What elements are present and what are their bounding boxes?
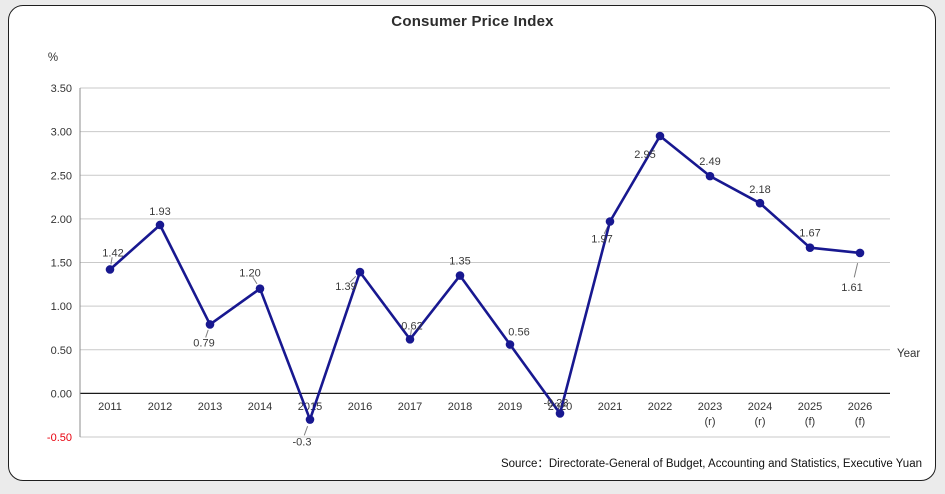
y-tick-label: 1.00 <box>51 301 72 313</box>
data-point-2025 <box>805 243 815 252</box>
data-label-2019: 0.56 <box>508 327 529 339</box>
x-tick-label: 2025 <box>798 401 822 413</box>
x-tick-note: (f) <box>855 416 865 428</box>
chart-card <box>8 5 936 481</box>
data-point-2018 <box>455 271 465 280</box>
x-tick-label: 2013 <box>198 401 222 413</box>
x-tick-label: 2026 <box>848 401 872 413</box>
data-label-2011: 1.42 <box>102 247 123 259</box>
data-point-2015 <box>305 415 315 424</box>
data-point-2024 <box>755 198 765 208</box>
data-label-2017: 0.62 <box>401 320 422 332</box>
x-tick-label: 2011 <box>98 401 122 413</box>
x-tick-label: 2022 <box>648 401 672 413</box>
data-label-2025: 1.67 <box>799 228 820 240</box>
y-tick-label: 2.00 <box>51 214 72 226</box>
data-point-2013 <box>205 320 215 329</box>
x-tick-label: 2024 <box>748 401 772 413</box>
y-tick-label: 3.00 <box>51 127 72 139</box>
data-label-2023: 2.49 <box>699 156 720 168</box>
data-label-2012: 1.93 <box>149 206 170 218</box>
y-tick-label: 0.50 <box>51 345 72 357</box>
x-tick-note: (r) <box>705 416 716 428</box>
data-point-2022 <box>655 131 665 141</box>
data-label-2026: 1.61 <box>841 282 862 294</box>
data-label-2024: 2.18 <box>749 184 770 196</box>
cpi-series-line <box>108 134 862 421</box>
x-tick-label: 2012 <box>148 401 172 413</box>
data-point-2014 <box>255 284 265 293</box>
data-point-2011 <box>105 265 115 274</box>
x-tick-note: (f) <box>805 416 815 428</box>
x-tick-label: 2019 <box>498 401 522 413</box>
x-tick-label: 2021 <box>598 401 622 413</box>
x-tick-note: (r) <box>755 416 766 428</box>
x-tick-label: 2023 <box>698 401 722 413</box>
data-label-2022: 2.95 <box>634 149 655 161</box>
chart-title: Consumer Price Index <box>391 13 554 30</box>
data-label-2020: -0.23 <box>543 397 568 409</box>
y-tick-label: 3.50 <box>51 83 72 95</box>
x-tick-label: 2014 <box>248 401 272 413</box>
data-label-2021: 1.97 <box>591 233 612 245</box>
data-label-2013: 0.79 <box>193 337 214 349</box>
data-point-2026 <box>855 248 865 258</box>
x-tick-label: 2018 <box>448 401 472 413</box>
source-note: Source：Directorate-General of Budget, Ac… <box>500 458 922 470</box>
data-point-2021 <box>605 217 615 226</box>
y-tick-label: 1.50 <box>51 258 72 270</box>
data-point-2023 <box>705 171 715 181</box>
data-label-leader-line <box>110 257 113 265</box>
data-point-2012 <box>155 220 165 230</box>
data-label-leader-line <box>349 275 357 283</box>
data-label-2016: 1.39 <box>335 281 356 293</box>
data-label-leader-line <box>410 329 412 336</box>
x-tick-label: 2017 <box>398 401 422 413</box>
y-tick-label: 2.50 <box>51 170 72 182</box>
y-tick-label: 0.00 <box>51 388 72 400</box>
x-axis-title: Year <box>897 348 920 360</box>
data-label-leader-line <box>853 262 859 278</box>
data-point-2019 <box>505 340 515 349</box>
data-point-2017 <box>405 334 415 344</box>
y-axis-unit-label: % <box>48 52 58 64</box>
data-label-leader-line <box>252 276 258 285</box>
x-tick-label: 2015 <box>298 401 322 413</box>
data-label-leader-line <box>303 425 309 436</box>
data-label-2018: 1.35 <box>449 256 470 268</box>
data-point-2016 <box>355 267 365 277</box>
y-tick-label: -0.50 <box>47 432 72 444</box>
data-point-2020 <box>555 409 565 418</box>
data-label-2014: 1.20 <box>239 268 260 280</box>
data-label-2015: -0.3 <box>293 437 312 449</box>
x-tick-label: 2016 <box>348 401 372 413</box>
data-label-leader-line <box>205 329 209 338</box>
